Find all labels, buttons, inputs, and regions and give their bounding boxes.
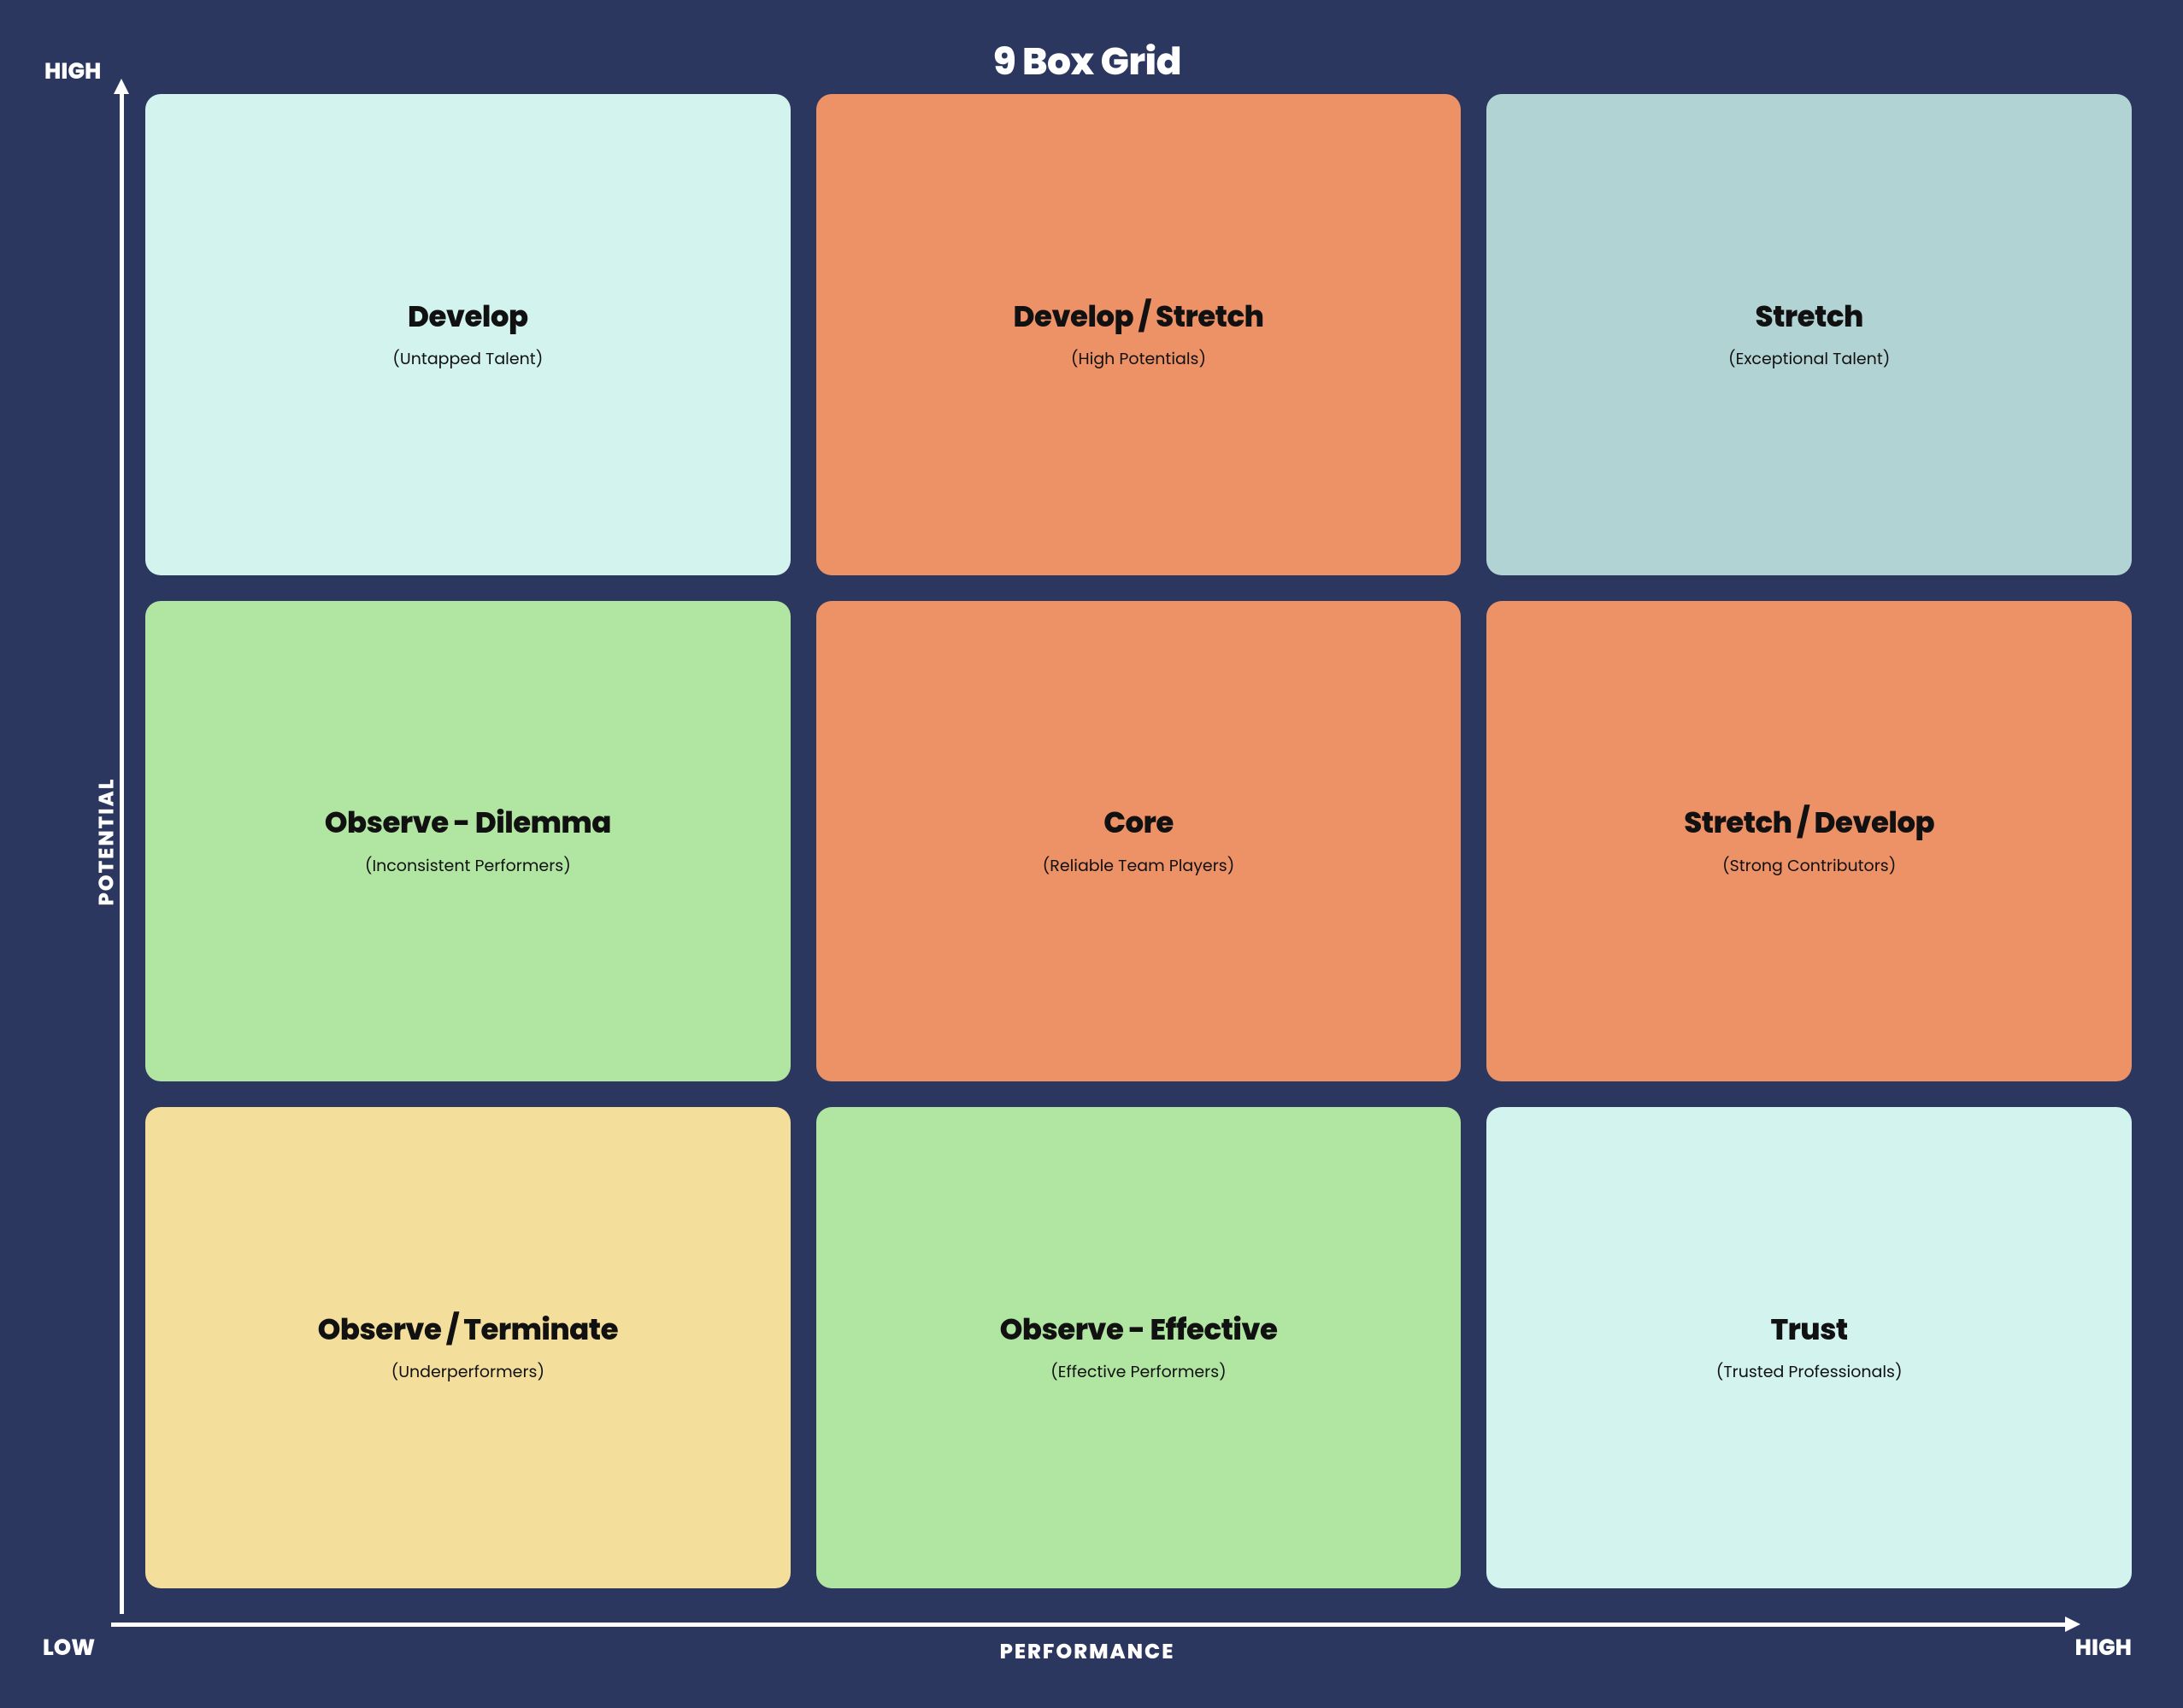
cell-title: Stretch bbox=[1756, 298, 1863, 335]
diagram-title: 9 Box Grid bbox=[43, 34, 2132, 94]
grid-cells: Develop (Untapped Talent) Develop / Stretc… bbox=[145, 94, 2132, 1588]
grid-area: Develop (Untapped Talent) Develop / Stretc… bbox=[120, 94, 2132, 1588]
grid-cell-2-1: Observe - Effective (Effective Performers… bbox=[816, 1107, 1462, 1588]
grid-cell-1-1: Core (Reliable Team Players) bbox=[816, 601, 1462, 1082]
cell-title: Observe / Terminate bbox=[318, 1311, 618, 1348]
y-axis-label: POTENTIAL bbox=[43, 94, 120, 1588]
cell-subtitle: (Exceptional Talent) bbox=[1728, 346, 1890, 371]
cell-subtitle: (High Potentials) bbox=[1071, 346, 1206, 371]
cell-title: Observe - Effective bbox=[1000, 1311, 1278, 1348]
grid-cell-1-0: Observe - Dilemma (Inconsistent Performer… bbox=[145, 601, 791, 1082]
cell-title: Develop bbox=[408, 298, 528, 335]
cell-title: Core bbox=[1103, 804, 1174, 841]
x-axis-high-label: HIGH bbox=[2055, 1588, 2132, 1682]
cell-subtitle: (Effective Performers) bbox=[1050, 1359, 1227, 1384]
x-axis-area: PERFORMANCE bbox=[120, 1588, 2055, 1682]
nine-box-grid: HIGH 9 Box Grid POTENTIAL Develop (Untapp… bbox=[43, 34, 2132, 1682]
x-axis-line bbox=[111, 1623, 2072, 1627]
grid-cell-0-1: Develop / Stretch (High Potentials) bbox=[816, 94, 1462, 575]
x-axis-arrow-icon bbox=[2065, 1617, 2080, 1632]
cell-subtitle: (Trusted Professionals) bbox=[1716, 1359, 1903, 1384]
grid-cell-0-0: Develop (Untapped Talent) bbox=[145, 94, 791, 575]
grid-cell-0-2: Stretch (Exceptional Talent) bbox=[1486, 94, 2132, 575]
y-axis-line bbox=[120, 85, 124, 1614]
cell-subtitle: (Untapped Talent) bbox=[392, 346, 543, 371]
cell-subtitle: (Underperformers) bbox=[391, 1359, 545, 1384]
y-axis-arrow-icon bbox=[114, 79, 129, 94]
cell-title: Develop / Stretch bbox=[1014, 298, 1264, 335]
cell-subtitle: (Inconsistent Performers) bbox=[365, 853, 571, 878]
cell-subtitle: (Reliable Team Players) bbox=[1043, 853, 1235, 878]
cell-title: Trust bbox=[1771, 1311, 1848, 1348]
cell-title: Observe - Dilemma bbox=[325, 804, 611, 841]
grid-cell-1-2: Stretch / Develop (Strong Contributors) bbox=[1486, 601, 2132, 1082]
cell-title: Stretch / Develop bbox=[1684, 804, 1934, 841]
x-axis-line-wrap bbox=[120, 1623, 2055, 1627]
grid-cell-2-0: Observe / Terminate (Underperformers) bbox=[145, 1107, 791, 1588]
cell-subtitle: (Strong Contributors) bbox=[1722, 853, 1896, 878]
grid-cell-2-2: Trust (Trusted Professionals) bbox=[1486, 1107, 2132, 1588]
axis-low-label: LOW bbox=[43, 1588, 120, 1682]
x-axis-label: PERFORMANCE bbox=[1000, 1637, 1175, 1667]
